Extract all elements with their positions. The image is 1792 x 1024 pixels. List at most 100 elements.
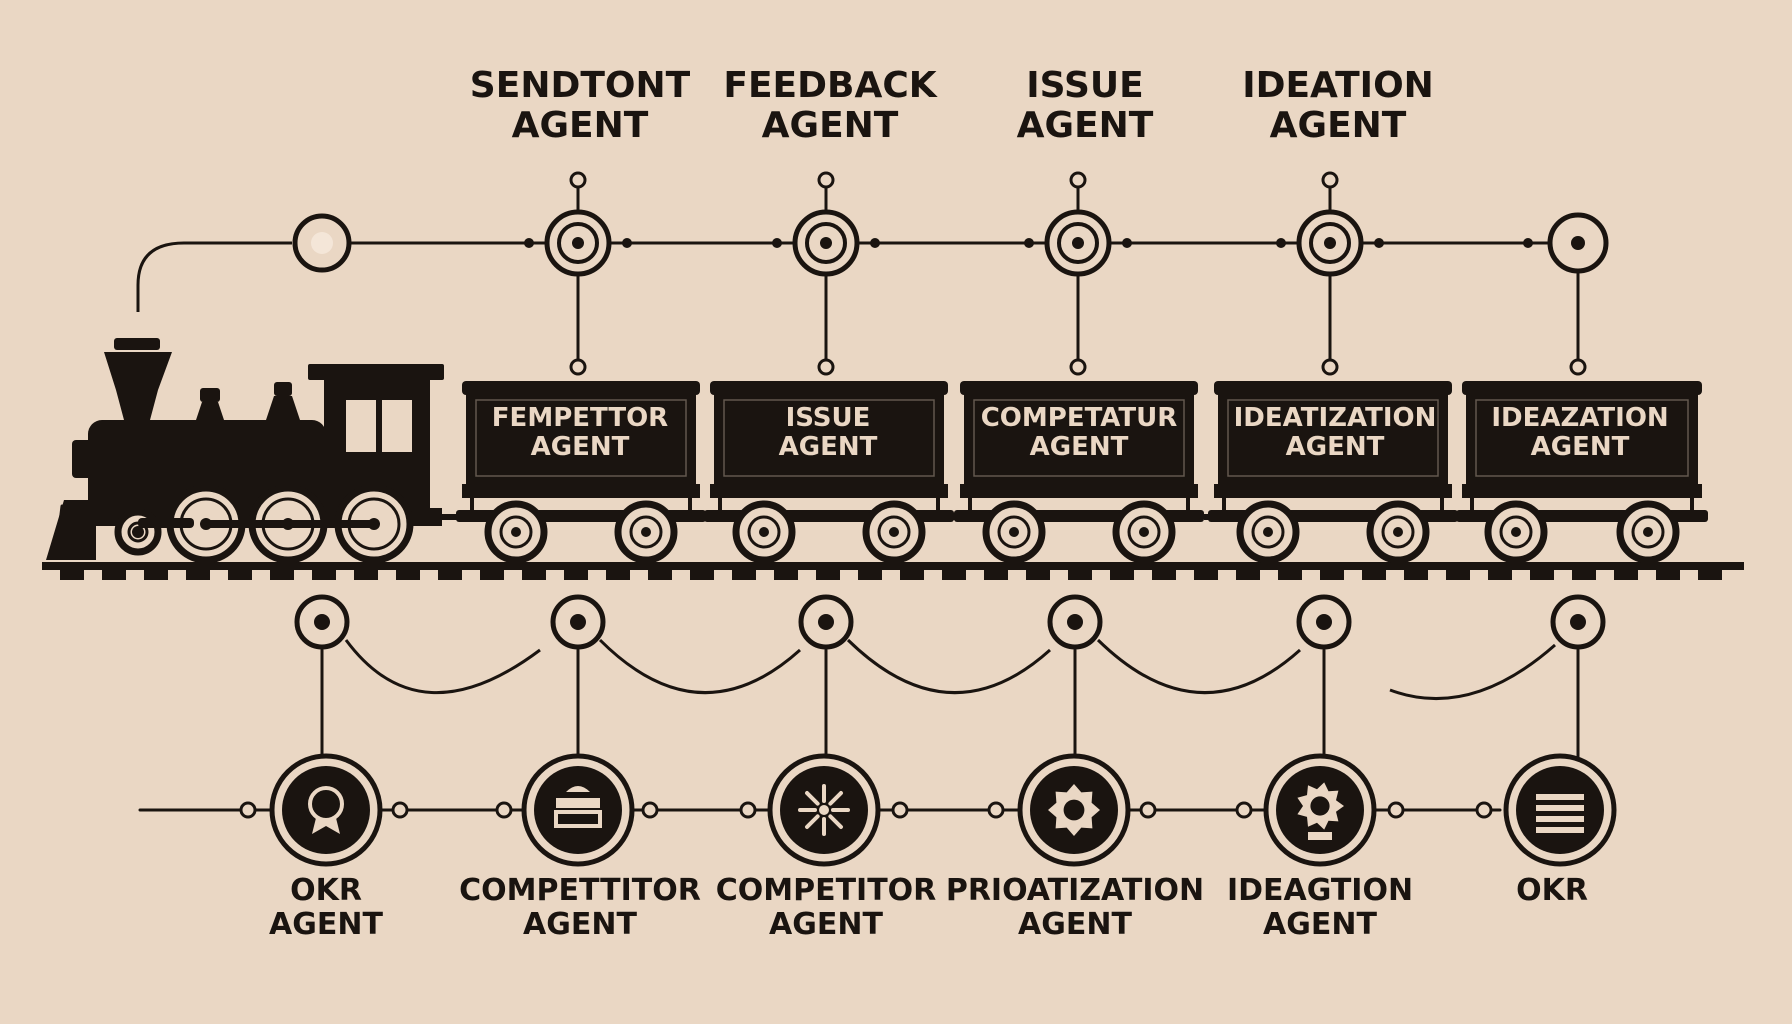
stack-top [566, 786, 590, 792]
car-body [714, 392, 944, 484]
gear-glyph-hole [1063, 799, 1085, 821]
rail-tie [1614, 570, 1638, 580]
mid-node-center [314, 614, 330, 630]
top-node-cap [1321, 171, 1339, 189]
train-car-label-2: ISSUE AGENT [778, 403, 878, 463]
rail-tie [396, 570, 420, 580]
connector-dot [1523, 238, 1533, 248]
car-wheel-rim [1251, 515, 1285, 549]
connector-dot [870, 238, 880, 248]
top-agent-node-4 [1276, 171, 1384, 376]
car-wheel-rim [1127, 515, 1161, 549]
car-panel [1475, 399, 1689, 477]
rail-tie [816, 570, 840, 580]
connector-dot [1374, 238, 1384, 248]
mid-swag-connector [846, 638, 1052, 694]
cow-catcher-bar [84, 504, 94, 558]
medal-icon [269, 753, 383, 867]
top-agent-label-1: SENDTONT AGENT [469, 65, 691, 147]
rail-tie [648, 570, 672, 580]
bottom-connector-dot [495, 801, 513, 819]
rail-tie [984, 570, 1008, 580]
sand-dome [266, 396, 300, 420]
top-node-center [572, 237, 584, 249]
rail-tie [732, 570, 756, 580]
car-body [1218, 392, 1448, 484]
train-car-label-4: IDEATIZATION AGENT [1233, 403, 1437, 463]
car-top-rim [1214, 381, 1452, 395]
car-wheel-hub [1393, 527, 1403, 537]
bottom-connector-dot [1139, 801, 1157, 819]
car-wheel-rim [877, 515, 911, 549]
car-top-rim [1462, 381, 1702, 395]
car-wheel-hub [889, 527, 899, 537]
car-wheel-hub [1511, 527, 1521, 537]
top-node-center [1324, 237, 1336, 249]
car-panel [475, 399, 687, 477]
car-coupler [952, 514, 966, 520]
idea-gear-base [1308, 832, 1332, 840]
top-node-cap [1069, 358, 1087, 376]
cow-catcher-bar [74, 504, 84, 558]
rail-tie [690, 570, 714, 580]
cab-window-left [346, 400, 376, 452]
top-node-cap [569, 171, 587, 189]
rail-tie [102, 570, 126, 580]
car-body [964, 392, 1194, 484]
top-node-cap [1069, 171, 1087, 189]
top-node-center [1072, 237, 1084, 249]
smokestack-top [114, 338, 160, 350]
train-car-label-3: COMPETATUR AGENT [980, 403, 1178, 463]
train-car-4 [1208, 381, 1458, 564]
car-wheel-hub [1643, 527, 1653, 537]
rail-tie [564, 570, 588, 580]
mid-swag-connector [1389, 643, 1556, 701]
rail-tie [1656, 570, 1680, 580]
rail-tie [942, 570, 966, 580]
top-node-cap [1569, 358, 1587, 376]
mid-node-5 [1296, 594, 1352, 762]
mid-node-center [570, 614, 586, 630]
train-car-label-5: IDEAZATION AGENT [1491, 403, 1669, 463]
train-car-2 [704, 381, 954, 564]
car-coupler [1204, 514, 1220, 520]
train-car-label-1: FEMPETTOR AGENT [491, 403, 669, 463]
car-wheel-hub [1263, 527, 1273, 537]
car-top-rim [960, 381, 1198, 395]
top-agent-node-3 [1024, 171, 1132, 376]
bottom-connector-dot [987, 801, 1005, 819]
rail-track [42, 562, 1744, 570]
bottom-connector-dot [1235, 801, 1253, 819]
mid-swag-connector [1096, 638, 1302, 694]
top-agent-label-3: ISSUE AGENT [1016, 65, 1154, 147]
train-car-5 [1456, 381, 1708, 564]
rail-tie [1488, 570, 1512, 580]
rail-tie [1068, 570, 1092, 580]
mid-node-4 [1047, 594, 1103, 762]
steam-dome-top [200, 388, 220, 402]
bottom-connector-dot [391, 801, 409, 819]
top-node-cap [817, 171, 835, 189]
bottom-connector-dot [1387, 801, 1405, 819]
top-node-center [820, 237, 832, 249]
rail-tie [1530, 570, 1554, 580]
rail-tie [1236, 570, 1260, 580]
bottom-connector-dot [1475, 801, 1493, 819]
car-base [1462, 484, 1702, 498]
car-wheel-rim [1499, 515, 1533, 549]
rail-tie [1362, 570, 1386, 580]
car-coupler [442, 514, 464, 520]
sparkle-ray [828, 791, 843, 806]
cow-catcher-bar [64, 504, 74, 558]
mid-node-3 [798, 594, 854, 762]
car-base [960, 484, 1198, 498]
top-last-node-center [1571, 236, 1585, 250]
car-wheel-rim [499, 515, 533, 549]
sparkle-ray [828, 814, 843, 829]
engine-smoke-connector [136, 241, 292, 312]
car-base [462, 484, 700, 498]
connector-dot [772, 238, 782, 248]
rail-tie [1572, 570, 1596, 580]
mid-node-2 [550, 594, 606, 762]
